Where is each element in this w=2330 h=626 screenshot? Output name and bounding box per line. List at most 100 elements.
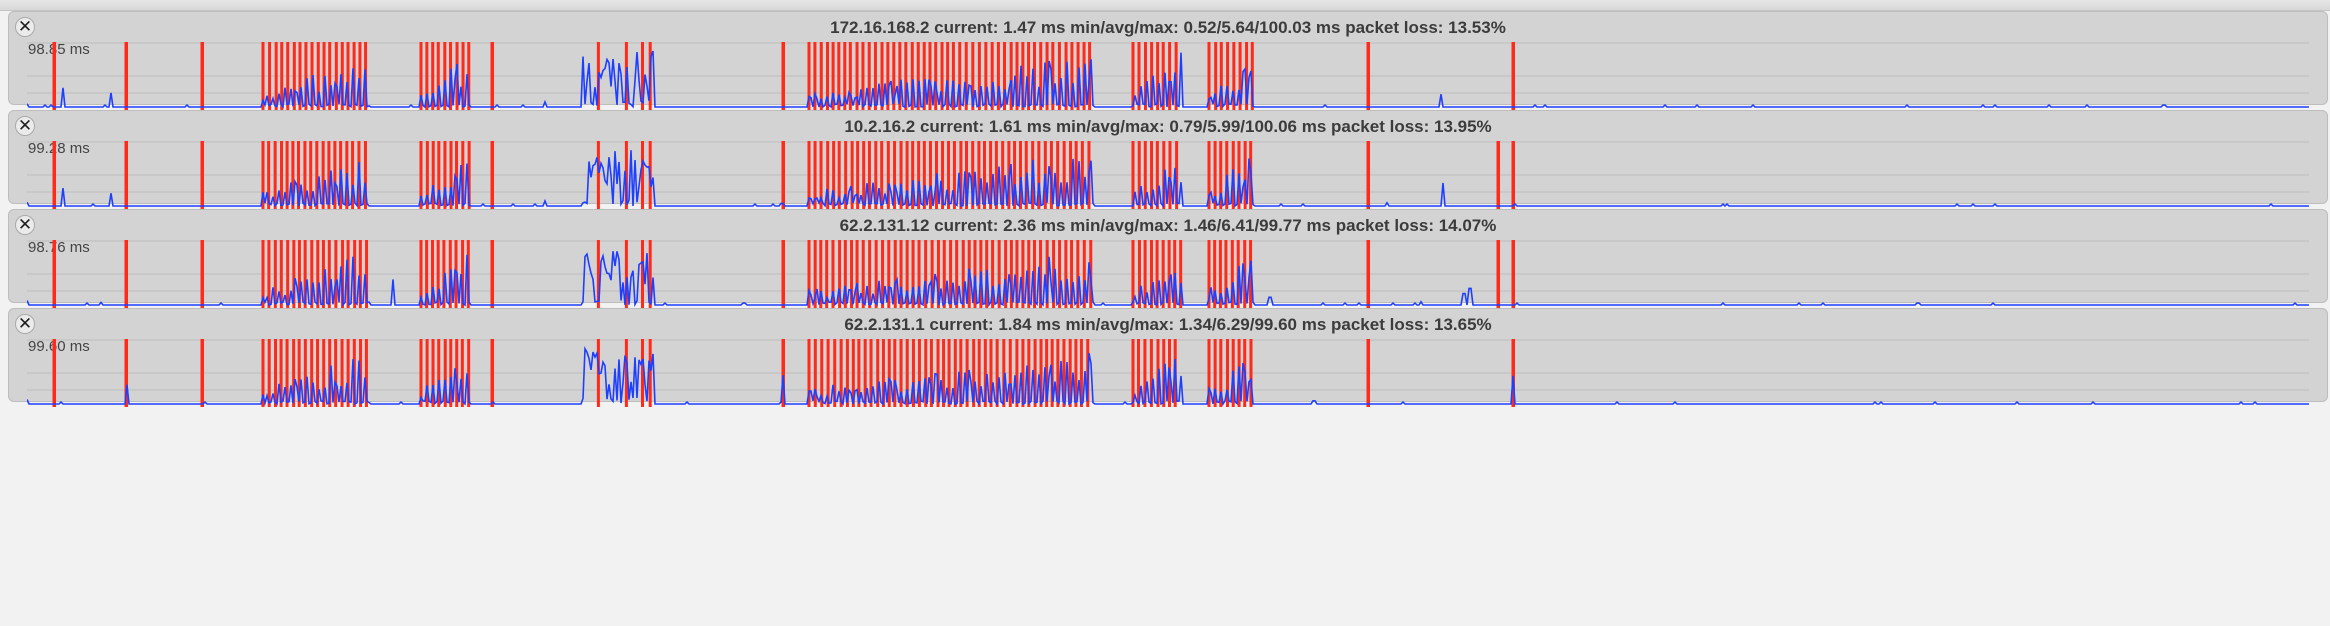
loss-bar: [1033, 339, 1037, 407]
loss-bar: [983, 339, 987, 407]
loss-bar: [461, 42, 465, 110]
panel-title: 62.2.131.12 current: 2.36 ms min/avg/max…: [839, 216, 1497, 235]
loss-bar: [959, 339, 963, 407]
loss-bar: [310, 240, 314, 308]
loss-bar: [1013, 141, 1017, 209]
loss-bar: [807, 240, 811, 308]
loss-bar: [942, 339, 946, 407]
loss-bar: [1027, 42, 1031, 110]
loss-bar: [1027, 240, 1031, 308]
loss-bar: [928, 42, 932, 110]
loss-bar: [624, 240, 628, 308]
loss-bar: [1149, 339, 1153, 407]
loss-bar: [425, 42, 429, 110]
loss-bar: [200, 339, 204, 407]
loss-bar: [845, 339, 849, 407]
close-icon[interactable]: ✕: [15, 215, 35, 235]
loss-bar: [905, 339, 909, 407]
loss-bar: [1150, 42, 1154, 110]
ping-panel: ✕ 62.2.131.12 current: 2.36 ms min/avg/ma…: [8, 209, 2328, 308]
loss-bar: [280, 42, 284, 110]
loss-bar: [1179, 240, 1183, 308]
loss-bar: [443, 141, 447, 209]
loss-bar: [898, 42, 902, 110]
loss-bar: [1021, 240, 1025, 308]
loss-bar: [942, 240, 946, 308]
loss-bar: [856, 141, 860, 209]
loss-bar: [1366, 42, 1370, 110]
loss-bar: [929, 339, 933, 407]
loss-bar: [280, 141, 284, 209]
loss-bar: [425, 141, 429, 209]
loss-bar: [1069, 141, 1073, 209]
close-icon[interactable]: ✕: [15, 116, 35, 136]
loss-bar: [1207, 240, 1211, 308]
loss-bar: [997, 240, 1001, 308]
loss-bar: [425, 240, 429, 308]
loss-bar: [490, 339, 494, 407]
loss-bar: [442, 240, 446, 308]
loss-bar: [1131, 240, 1135, 308]
loss-bar: [1213, 240, 1217, 308]
close-icon[interactable]: ✕: [15, 17, 35, 37]
loss-bar: [261, 339, 265, 407]
loss-bar: [1045, 339, 1049, 407]
loss-bar: [819, 42, 823, 110]
loss-bar: [1068, 339, 1072, 407]
loss-bar: [327, 240, 331, 308]
loss-bar: [857, 339, 861, 407]
loss-bar: [1243, 141, 1247, 209]
loss-bar: [910, 42, 914, 110]
loss-bar: [1143, 339, 1147, 407]
loss-bar: [984, 42, 988, 110]
loss-bar: [358, 42, 362, 110]
loss-bar: [1225, 339, 1229, 407]
loss-bar: [261, 240, 265, 308]
loss-bar: [1021, 339, 1025, 407]
loss-bar: [1074, 339, 1078, 407]
loss-bar: [1018, 141, 1022, 209]
loss-bar: [1137, 240, 1141, 308]
loss-bar: [922, 141, 926, 209]
loss-bar: [807, 339, 811, 407]
loss-bar: [1057, 42, 1061, 110]
loss-bar: [490, 141, 494, 209]
loss-bar: [1137, 42, 1141, 110]
latency-line: [27, 346, 2309, 407]
loss-bar: [1045, 240, 1049, 308]
loss-bar: [1137, 339, 1141, 407]
window-top-bar: [0, 0, 2330, 11]
loss-bar: [291, 141, 295, 209]
loss-bar: [316, 339, 320, 407]
latency-line: [27, 50, 2309, 110]
loss-bar: [455, 141, 459, 209]
loss-bar: [1245, 42, 1249, 110]
loss-bar: [924, 339, 928, 407]
loss-bar: [1175, 141, 1179, 209]
loss-bar: [1207, 42, 1211, 110]
loss-bar: [1366, 240, 1370, 308]
loss-bar: [1003, 42, 1007, 110]
loss-bar: [449, 141, 453, 209]
loss-bar: [1168, 42, 1172, 110]
loss-bar: [972, 339, 976, 407]
loss-bar: [1009, 42, 1013, 110]
loss-bar: [1249, 339, 1253, 407]
loss-bar: [946, 42, 950, 110]
loss-bar: [292, 339, 296, 407]
y-max-label: 98.85 ms: [28, 41, 90, 58]
loss-bar: [819, 141, 823, 209]
loss-bar: [837, 42, 841, 110]
loss-bar: [1511, 42, 1515, 110]
loss-bar: [437, 339, 441, 407]
loss-bar: [200, 42, 204, 110]
loss-bar: [844, 141, 848, 209]
loss-bar: [461, 141, 465, 209]
loss-bar: [904, 42, 908, 110]
loss-bar: [1056, 141, 1060, 209]
close-icon[interactable]: ✕: [15, 314, 35, 334]
loss-bar: [892, 42, 896, 110]
loss-bar: [304, 42, 308, 110]
loss-bar: [831, 42, 835, 110]
loss-bar: [887, 240, 891, 308]
